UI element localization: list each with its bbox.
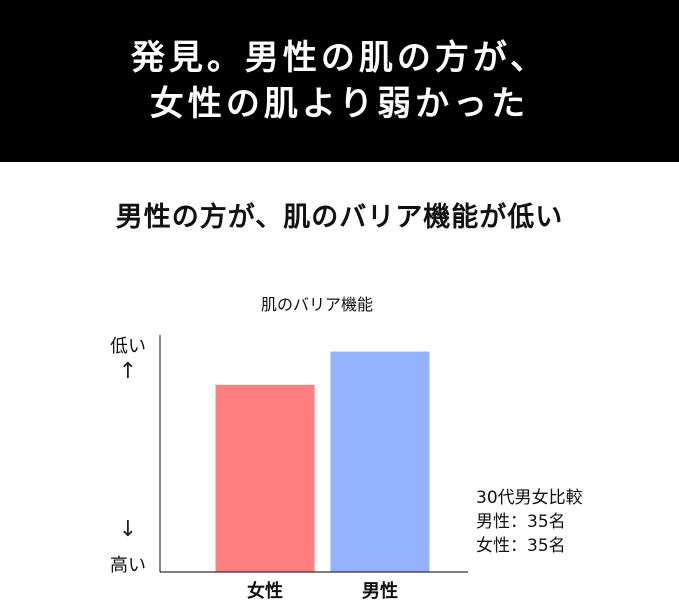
y-axis-top-label: 低い [110,336,146,357]
bar-female [215,384,315,572]
x-tick-label-male: 男性 [362,581,398,602]
chart-title: 肌のバリア機能 [260,295,373,314]
headline-line-2: 女性の肌より弱かった [149,84,530,124]
headline-line-1: 発見。男性の肌の方が、 [130,38,549,78]
y-axis-bottom-label: 高い [110,555,146,576]
note-line: 女性：35名 [476,536,566,556]
bars-group [215,351,430,572]
note-line: 男性：35名 [476,512,566,532]
up-arrow-icon: ↑ [118,359,138,384]
sample-notes: 30代男女比較 男性：35名 女性：35名 [476,486,583,558]
x-tick-label-female: 女性 [247,581,283,602]
subheading: 男性の方が、肌のバリア機能が低い [115,202,564,233]
down-arrow-icon: ↓ [118,517,138,542]
header-banner: 発見。男性の肌の方が、 女性の肌より弱かった [0,0,679,162]
bar-male [330,351,430,572]
note-line: 30代男女比較 [476,488,583,508]
